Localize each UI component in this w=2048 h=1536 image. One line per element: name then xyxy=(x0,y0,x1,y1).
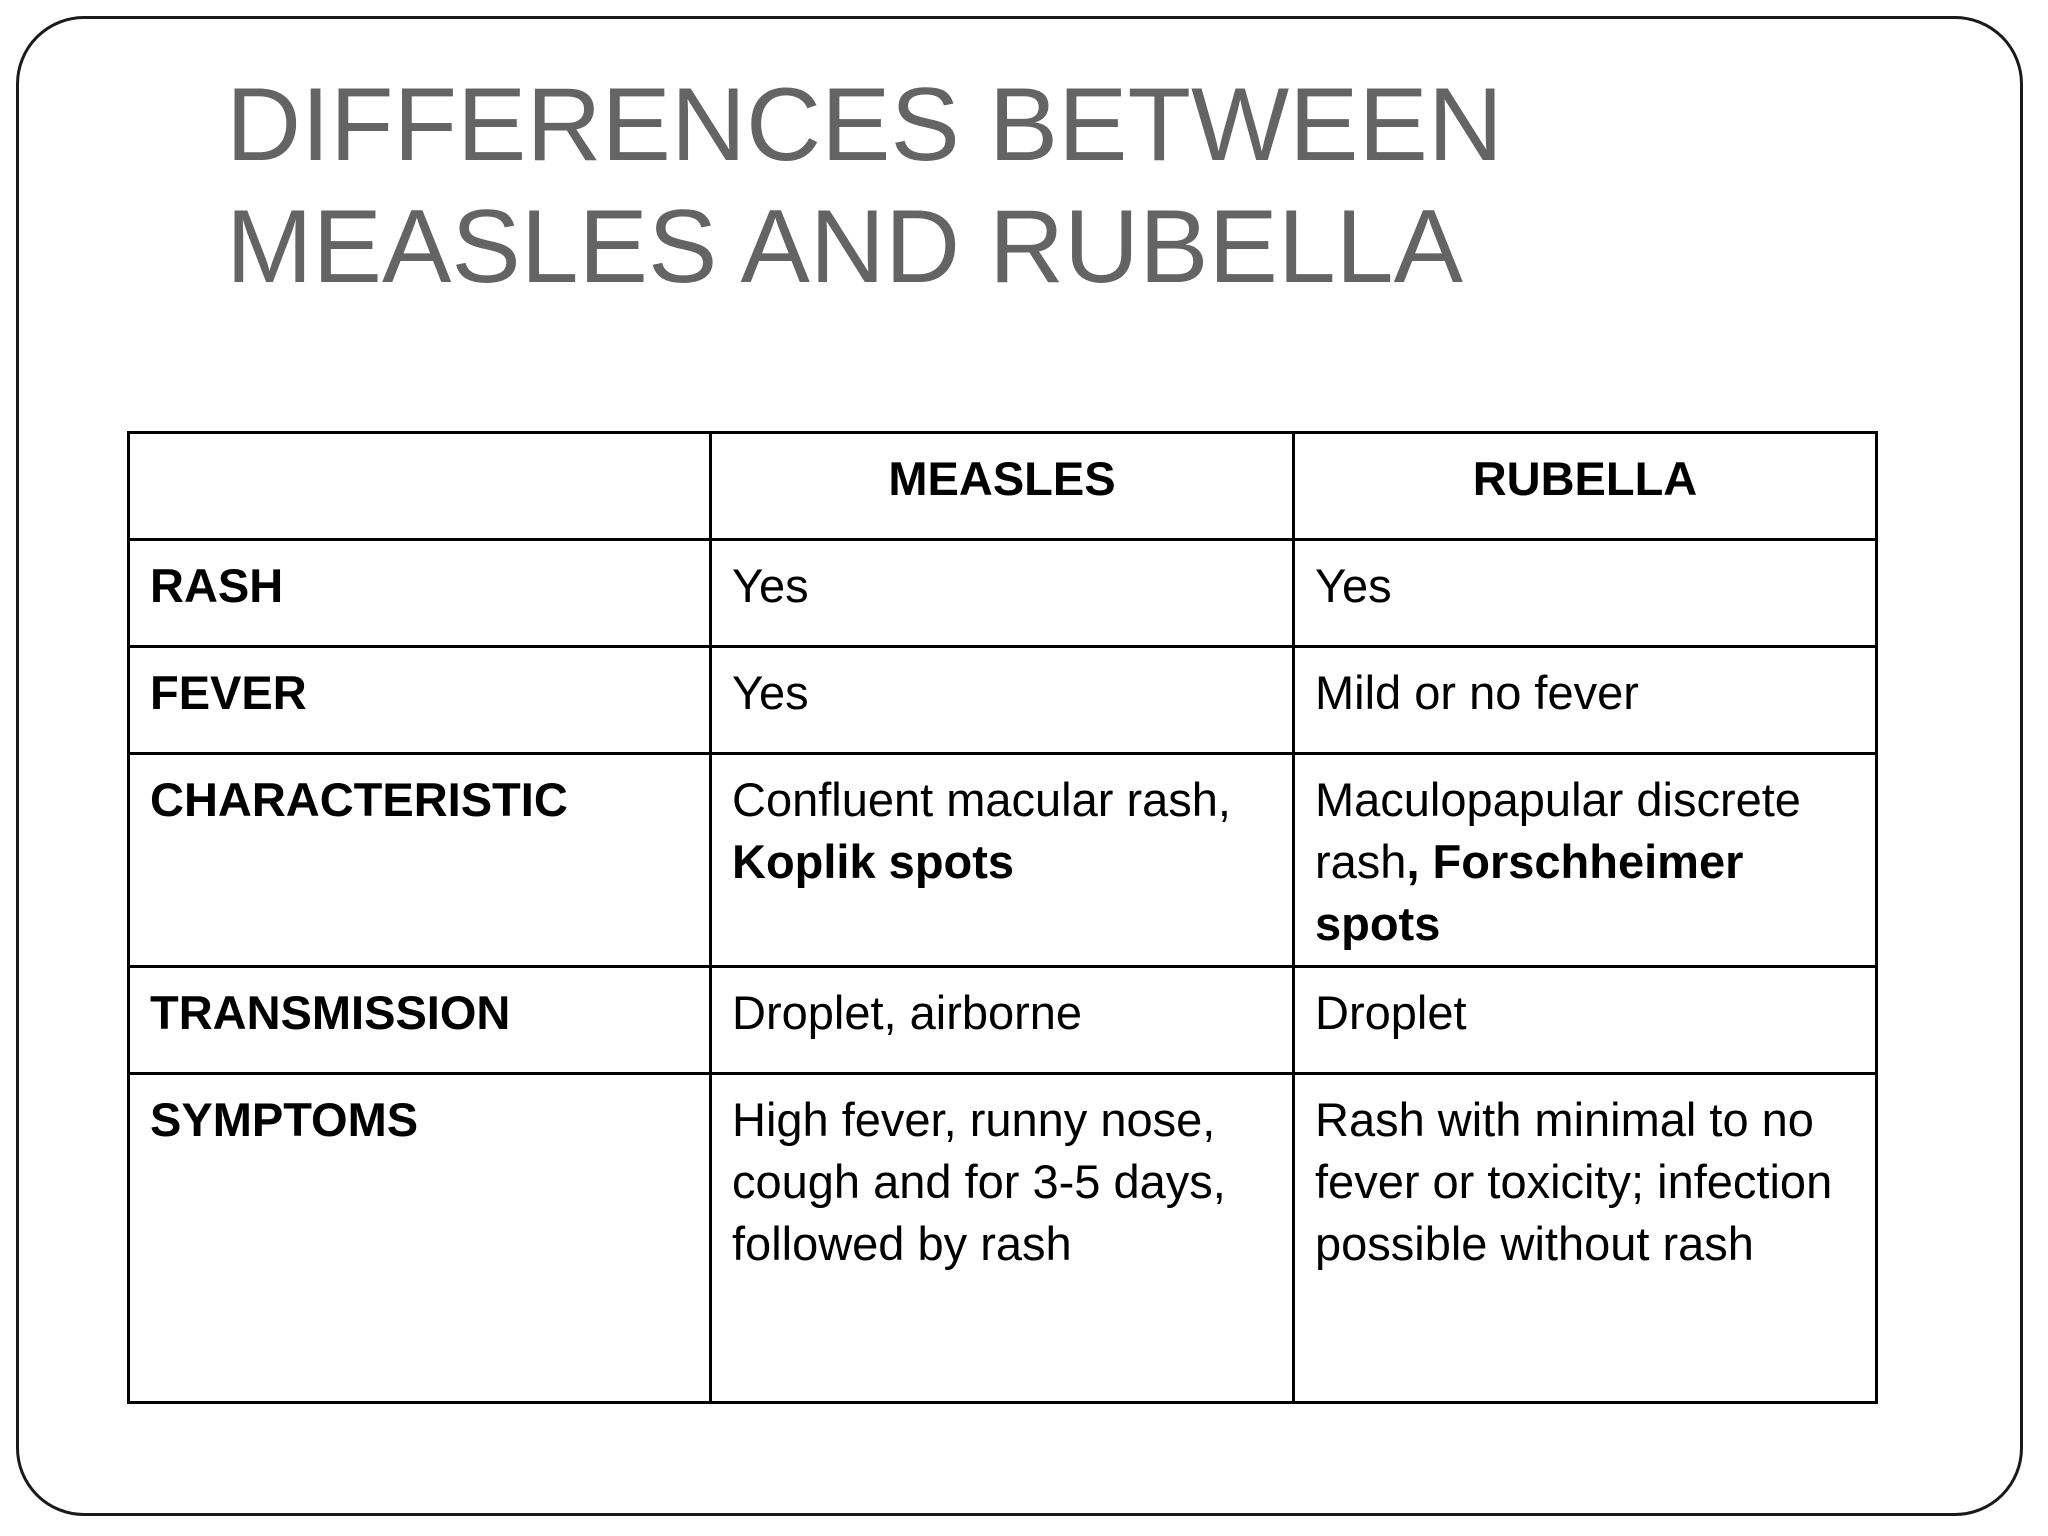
header-rubella: RUBELLA xyxy=(1292,431,1878,541)
table-row-characteristic: CHARACTERISTIC Confluent macular rash, K… xyxy=(127,752,1878,968)
row-label-symptoms: SYMPTOMS xyxy=(127,1072,712,1404)
table-row-fever: FEVER Yes Mild or no fever xyxy=(127,645,1878,755)
characteristic-measles-bold: Koplik spots xyxy=(732,835,1015,888)
table-row-rash: RASH Yes Yes xyxy=(127,538,1878,648)
cell-characteristic-measles: Confluent macular rash, Koplik spots xyxy=(709,752,1295,968)
cell-fever-measles: Yes xyxy=(709,645,1295,755)
characteristic-rubella-bold: , Forschheimer spots xyxy=(1315,835,1744,950)
table-row-symptoms: SYMPTOMS High fever, runny nose, cough a… xyxy=(127,1072,1878,1404)
cell-characteristic-rubella: Maculopapular discrete rash, Forschheime… xyxy=(1292,752,1878,968)
row-label-rash: RASH xyxy=(127,538,712,648)
cell-symptoms-measles: High fever, runny nose, cough and for 3-… xyxy=(709,1072,1295,1404)
cell-transmission-rubella: Droplet xyxy=(1292,965,1878,1075)
table-header-row: MEASLES RUBELLA xyxy=(127,431,1878,541)
slide-title-line-2: MEASLES AND RUBELLA xyxy=(226,189,1463,305)
cell-rash-measles: Yes xyxy=(709,538,1295,648)
comparison-table: MEASLES RUBELLA RASH Yes Yes FEVER Yes M… xyxy=(127,431,1878,1404)
cell-rash-rubella: Yes xyxy=(1292,538,1878,648)
row-label-characteristic: CHARACTERISTIC xyxy=(127,752,712,968)
slide-title: DIFFERENCES BETWEEN MEASLES AND RUBELLA xyxy=(226,64,1926,308)
cell-transmission-measles: Droplet, airborne xyxy=(709,965,1295,1075)
slide-title-line-1: DIFFERENCES BETWEEN xyxy=(226,67,1503,183)
cell-fever-rubella: Mild or no fever xyxy=(1292,645,1878,755)
header-measles: MEASLES xyxy=(709,431,1295,541)
header-empty-cell xyxy=(127,431,712,541)
row-label-transmission: TRANSMISSION xyxy=(127,965,712,1075)
cell-symptoms-rubella: Rash with minimal to no fever or toxicit… xyxy=(1292,1072,1878,1404)
table-row-transmission: TRANSMISSION Droplet, airborne Droplet xyxy=(127,965,1878,1075)
row-label-fever: FEVER xyxy=(127,645,712,755)
characteristic-rubella-text: Maculopapular discrete rash xyxy=(1315,773,1801,888)
characteristic-measles-text: Confluent macular rash, xyxy=(732,773,1231,826)
